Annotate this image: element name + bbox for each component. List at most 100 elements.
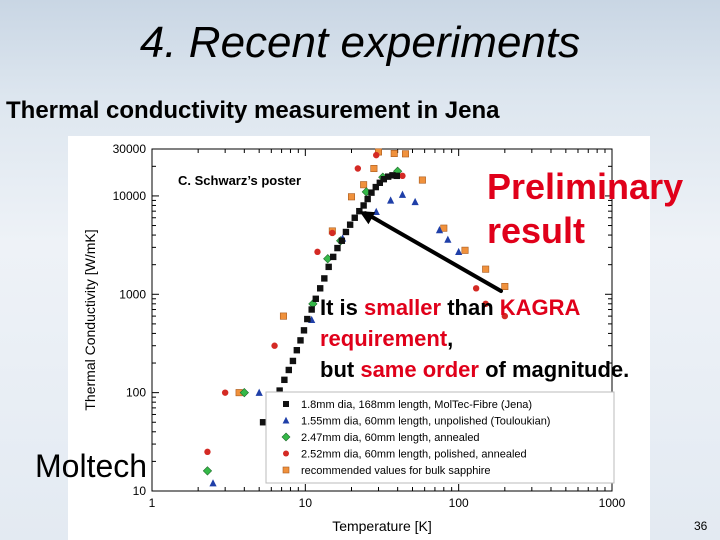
legend-marker (283, 450, 289, 457)
data-point-series-5 (482, 265, 490, 273)
data-point-series-1 (304, 315, 311, 323)
data-point-series-2 (255, 388, 263, 396)
note-text: of magnitude. (478, 357, 630, 382)
note-line2: requirement, (320, 323, 629, 354)
data-point-series-4 (501, 312, 509, 320)
data-point-series-4 (472, 285, 480, 292)
y-tick-label: 10000 (113, 189, 147, 203)
x-tick-label: 1 (149, 496, 156, 510)
data-point-series-1 (297, 337, 304, 344)
note-highlight-kagra: KAGRA (499, 295, 581, 320)
data-point-series-1 (338, 237, 346, 244)
data-point-series-3 (202, 466, 213, 476)
legend-label: recommended values for bulk sapphire (301, 465, 491, 477)
y-tick-label: 100 (126, 386, 146, 400)
preliminary-result-label: Preliminary result (487, 165, 683, 253)
data-point-series-5 (370, 165, 378, 173)
legend-marker (283, 401, 289, 407)
data-point-series-4 (399, 172, 406, 180)
data-point-series-1 (334, 244, 341, 252)
data-point-series-1 (360, 202, 367, 209)
data-point-series-4 (354, 165, 362, 172)
y-tick-label: 10 (133, 484, 147, 498)
arrow-head (359, 211, 376, 225)
data-point-series-5 (501, 282, 509, 290)
data-point-series-5 (360, 181, 368, 189)
data-point-series-1 (259, 419, 267, 426)
y-tick-label: 30000 (113, 142, 147, 156)
note-text: but (320, 357, 361, 382)
data-point-series-4 (271, 342, 278, 349)
data-point-series-1 (376, 179, 384, 186)
data-point-series-5 (401, 150, 409, 158)
x-tick-label: 100 (449, 496, 469, 510)
data-point-series-4 (204, 448, 211, 456)
comparison-note: It is smaller than KAGRA requirement, bu… (320, 292, 629, 385)
data-point-series-1 (293, 347, 301, 354)
legend-label: 1.8mm dia, 168mm length, MolTec-Fibre (J… (301, 399, 532, 411)
data-point-series-1 (330, 253, 337, 261)
legend-box (265, 391, 615, 484)
data-point-series-2 (444, 235, 452, 243)
data-point-series-1 (276, 387, 283, 394)
note-line3: but same order of magnitude. (320, 354, 629, 385)
data-point-series-1 (321, 275, 328, 282)
data-point-series-5 (461, 246, 469, 254)
data-point-series-2 (455, 247, 463, 256)
data-point-series-4 (482, 300, 489, 308)
data-point-series-5 (279, 312, 287, 320)
data-point-series-1 (364, 195, 371, 203)
data-point-series-1 (380, 175, 388, 183)
data-point-series-5 (390, 150, 398, 158)
slide-subtitle: Thermal conductivity measurement in Jena (6, 97, 500, 124)
arrow-line (363, 211, 503, 293)
slide-title: 4. Recent experiments (139, 18, 581, 67)
preliminary-line1: Preliminary (487, 166, 684, 207)
legend-marker (282, 416, 290, 424)
y-tick-label: 1000 (119, 287, 146, 301)
note-highlight-same-order: same order (360, 357, 479, 382)
legend-label: 2.47mm dia, 60mm length, annealed (301, 432, 480, 444)
x-axis-label: Temperature [K] (332, 518, 432, 534)
data-point-series-1 (368, 189, 375, 196)
note-text: It is (320, 295, 365, 320)
data-point-series-1 (389, 172, 396, 179)
legend-marker (281, 432, 291, 442)
data-point-series-4 (314, 248, 321, 256)
data-point-series-2 (411, 197, 419, 206)
note-highlight-smaller: smaller (364, 295, 442, 320)
data-point-series-2 (435, 226, 444, 234)
note-highlight-requirement: requirement (320, 326, 448, 351)
note-line1: It is smaller than KAGRA (320, 292, 629, 323)
preliminary-line2: result (487, 210, 586, 251)
data-point-series-2 (209, 479, 217, 487)
data-point-series-1 (281, 376, 288, 384)
data-point-series-1 (289, 357, 297, 365)
page-number: 36 (694, 519, 708, 533)
data-point-series-1 (384, 173, 392, 180)
data-point-series-1 (312, 295, 319, 302)
x-tick-label: 1000 (599, 496, 626, 510)
data-point-series-1 (285, 366, 292, 374)
data-point-series-1 (316, 285, 324, 292)
legend-label: 2.52mm dia, 60mm length, polished, annea… (301, 449, 527, 461)
data-point-series-4 (373, 151, 380, 159)
data-point-series-1 (308, 306, 315, 313)
marks-layer (202, 148, 509, 487)
note-text: , (447, 326, 454, 351)
moltech-label: Moltech (35, 448, 148, 484)
x-tick-label: 10 (299, 496, 313, 510)
data-point-series-1 (351, 214, 358, 221)
data-point-series-2 (387, 196, 395, 204)
data-point-series-2 (398, 190, 407, 198)
axes-layer: 1 10 100 10001010010001000030000Temperature… (82, 142, 626, 534)
chart-panel: 1 10 100 1000 10 100 1000 10000 30000 Temperature… (68, 136, 650, 540)
legend-marker (282, 466, 290, 474)
data-point-series-5 (440, 224, 448, 232)
poster-label: C. Schwarz’s poster (176, 173, 304, 188)
data-point-series-3 (239, 388, 249, 398)
legend-label: 1.55mm dia, 60mm length, unpolished (Tou… (301, 416, 550, 428)
thermal-conductivity-chart: 1 10 100 10001010010001000030000Temperature… (82, 142, 626, 534)
y-axis-label: Thermal Conductivity [W/mK] (82, 229, 98, 410)
note-text: than (441, 295, 500, 320)
